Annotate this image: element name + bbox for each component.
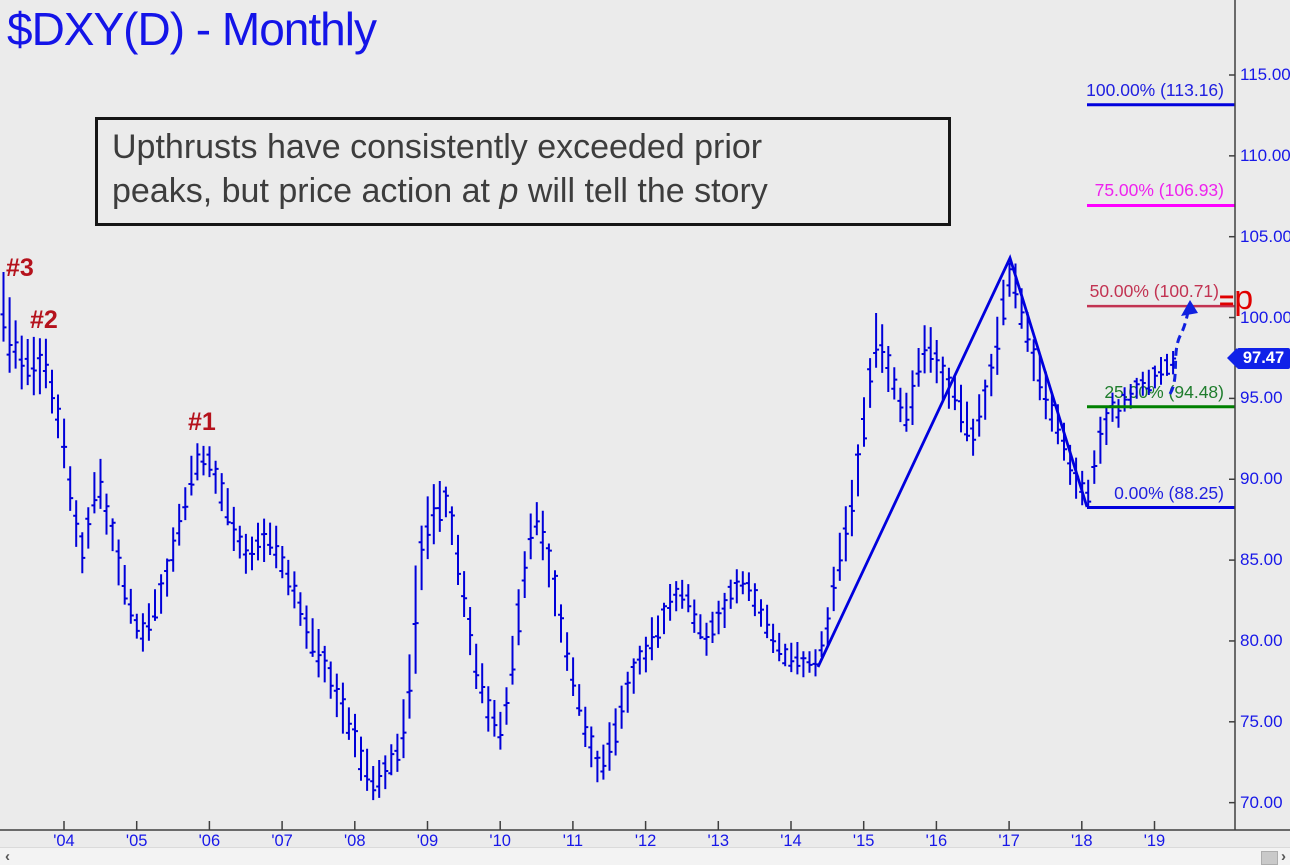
projection-arrow-head	[1181, 300, 1198, 316]
fib-label-75.00%: 75.00% (106.93)	[1094, 180, 1224, 201]
projection-arrow	[1168, 307, 1191, 395]
fib-label-25.00%: 25.00% (94.48)	[1104, 381, 1224, 402]
trendline	[816, 254, 1089, 668]
horizontal-scrollbar[interactable]: ‹ ›	[0, 847, 1290, 865]
fib-label-50.00%: 50.00% (100.71)	[1089, 281, 1219, 302]
price-bars	[0, 262, 1177, 801]
fib-label-100.00%: 100.00% (113.16)	[1086, 79, 1224, 100]
fib-label-0.00%: 0.00% (88.25)	[1114, 482, 1224, 503]
scrollbar-thumb[interactable]	[1261, 851, 1278, 865]
scroll-left-arrow-icon[interactable]: ‹	[5, 848, 10, 865]
scroll-right-arrow-icon[interactable]: ›	[1281, 848, 1286, 865]
